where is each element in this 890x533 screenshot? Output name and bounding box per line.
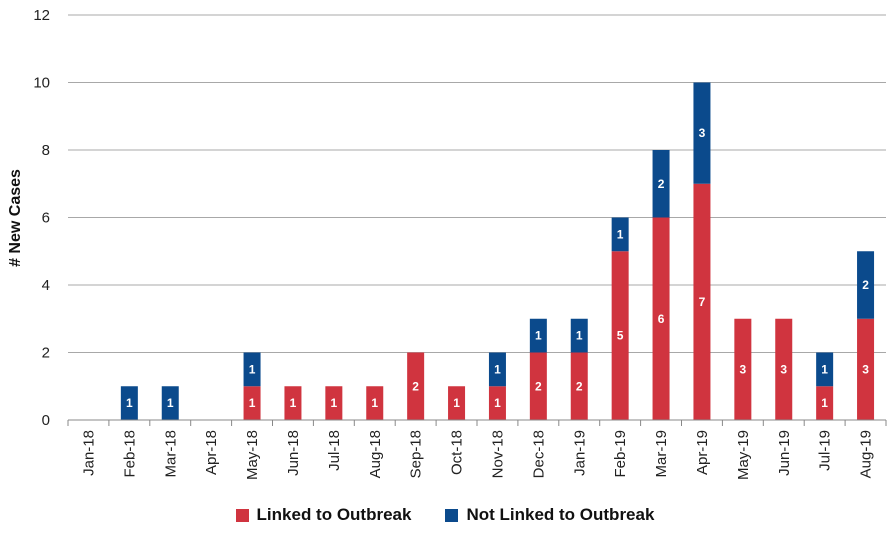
data-label: 1 [249,362,256,376]
bar-not-linked [120,386,138,420]
data-label: 1 [821,396,828,410]
data-label: 1 [167,396,174,410]
x-tick-label: Aug-18 [367,430,384,478]
data-label: 1 [821,362,828,376]
x-tick-label: Jan-18 [80,430,97,476]
bar-not-linked [488,352,506,387]
x-tick-label: Nov-18 [489,430,506,478]
x-tick-label: May-18 [244,430,261,480]
data-label: 1 [371,396,378,410]
x-tick-label: Jun-19 [776,430,793,476]
data-label: 3 [862,362,869,376]
legend-label-not-linked: Not Linked to Outbreak [466,505,655,524]
y-tick-label: 8 [42,142,50,159]
data-label: 1 [249,396,256,410]
data-label: 2 [862,278,869,292]
legend-item-linked: Linked to Outbreak [235,505,412,525]
x-tick-label: Feb-19 [612,430,629,478]
y-tick-label: 6 [42,210,50,227]
bar-not-linked [243,352,261,387]
bar-not-linked [693,82,711,184]
bar-not-linked [611,217,629,252]
bar-linked [570,352,588,420]
bar-linked [243,386,261,420]
x-tick-label: Jun-18 [285,430,302,476]
x-tick-label: Apr-18 [203,430,220,475]
x-tick-label: Mar-18 [162,430,179,478]
bar-not-linked [161,386,179,420]
y-tick-label: 0 [42,412,50,429]
bar-not-linked [529,318,547,353]
x-tick-label: Feb-18 [121,430,138,478]
bar-not-linked [570,318,588,353]
bar-linked [448,386,466,420]
legend: Linked to Outbreak Not Linked to Outbrea… [0,505,890,525]
y-tick-label: 10 [33,75,50,92]
data-label: 3 [780,362,787,376]
bar-linked [857,318,875,420]
bar-linked [816,386,834,420]
bar-linked [284,386,302,420]
data-label: 2 [658,177,665,191]
data-label: 2 [576,379,583,393]
data-label: 1 [494,396,501,410]
bar-not-linked [857,251,875,319]
bar-linked [734,318,752,420]
data-label: 1 [617,227,624,241]
legend-item-not-linked: Not Linked to Outbreak [445,505,654,525]
x-tick-label: Aug-19 [858,430,875,478]
x-tick-label: Sep-18 [408,430,425,478]
bar-linked [611,251,629,420]
y-tick-label: 4 [42,277,50,294]
x-tick-label: Jul-19 [817,430,834,471]
bar-not-linked [816,352,834,387]
data-label: 1 [331,396,338,410]
data-label: 1 [494,362,501,376]
legend-swatch-not-linked [445,508,459,522]
data-label: 5 [617,329,624,343]
legend-swatch-linked [235,508,249,522]
bar-linked [652,217,670,420]
y-axis-label: # New Cases [7,169,24,267]
bar-linked [325,386,343,420]
bar-linked [529,352,547,420]
data-label: 2 [535,379,542,393]
y-axis-ticks: 0 2 4 6 8 10 12 [33,7,50,429]
data-label: 6 [658,312,665,326]
data-label: 1 [576,329,583,343]
x-tick-label: Apr-19 [694,430,711,475]
data-label: 3 [699,126,706,140]
y-tick-label: 12 [33,7,50,24]
data-label: 1 [126,396,133,410]
data-label: 7 [699,295,706,309]
x-tick-label: Jan-19 [571,430,588,476]
data-label: 1 [535,329,542,343]
data-label: 2 [412,379,419,393]
bars: 1 1 1 1 1 1 1 2 1 1 1 2 1 2 1 5 1 6 2 7 3 3 3 1 1 3 2 [120,82,875,420]
data-label: 1 [453,396,460,410]
bar-linked [488,386,506,420]
bar-linked [366,386,384,420]
bar-not-linked [652,150,670,218]
x-tick-label: May-19 [735,430,752,480]
x-tick-label: Jul-18 [326,430,343,471]
bar-linked [693,183,711,420]
y-tick-label: 2 [42,345,50,362]
x-tick-label: Oct-18 [449,430,466,475]
x-axis-ticks: Jan-18 Feb-18 Mar-18 Apr-18 May-18 Jun-18 Jul-… [67,420,887,480]
bar-linked [407,352,425,420]
x-tick-label: Dec-18 [530,430,547,478]
data-label: 1 [290,396,297,410]
x-tick-label: Mar-19 [653,430,670,478]
gridlines [68,14,886,353]
bar-linked [775,318,793,420]
legend-label-linked: Linked to Outbreak [256,505,412,524]
data-label: 3 [740,362,747,376]
